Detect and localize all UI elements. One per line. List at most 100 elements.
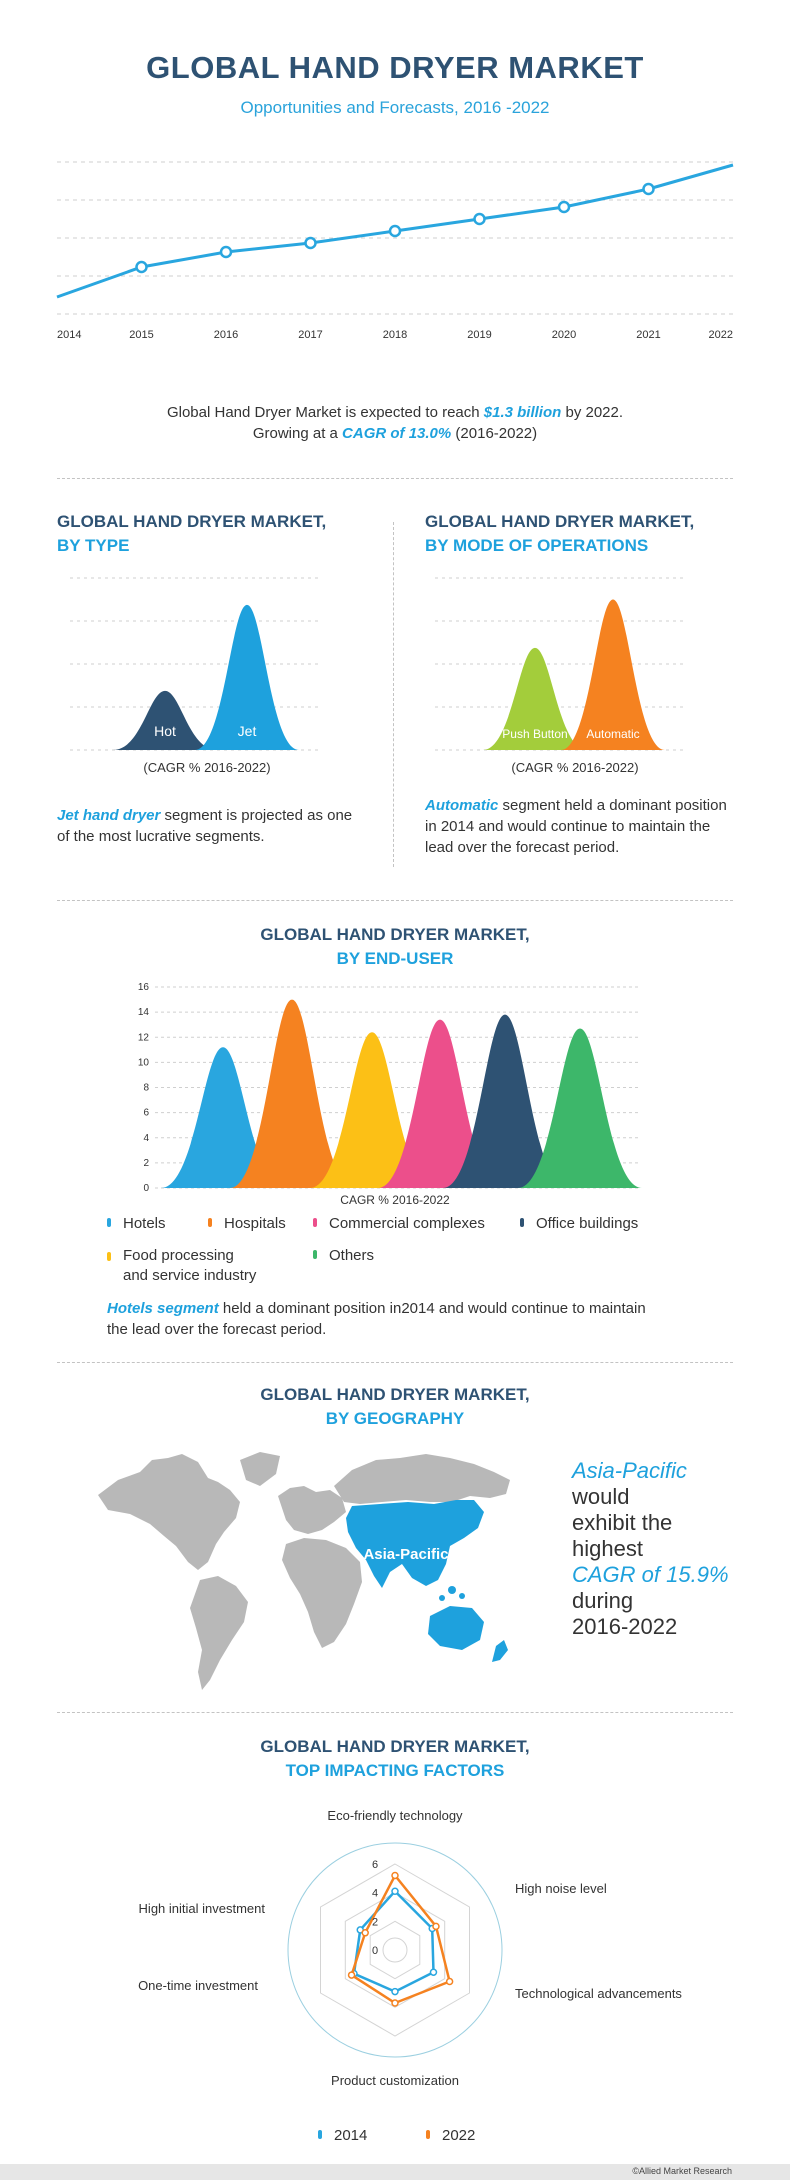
radar-axis-label: Product customization: [331, 2073, 459, 2088]
by-mode-subtitle: BY MODE OF OPERATIONS: [425, 536, 649, 555]
by-geography-title: GLOBAL HAND DRYER MARKET,: [260, 1385, 530, 1404]
legend-others: Others: [313, 1246, 374, 1266]
y-tick-label: 16: [138, 982, 150, 993]
by-end-user-title: GLOBAL HAND DRYER MARKET,: [260, 925, 530, 944]
by-mode-chart: Push Button Automatic: [435, 577, 685, 751]
x-tick-label: 2016: [214, 329, 238, 341]
map-australia: [428, 1606, 484, 1650]
radar-point: [432, 1922, 440, 1931]
map-russia: [334, 1454, 510, 1504]
by-geography-subtitle: BY GEOGRAPHY: [325, 1409, 465, 1428]
radar-point: [429, 1968, 438, 1976]
trend-point: [473, 212, 486, 226]
radar-series-2014: [352, 1889, 435, 1993]
legend-swatch: [313, 1218, 317, 1227]
by-end-user-heading: GLOBAL HAND DRYER MARKET, BY END-USER: [0, 925, 790, 969]
peak-label: Jet: [238, 723, 257, 739]
peak-hospitals: [230, 999, 354, 1188]
page-subtitle: Opportunities and Forecasts, 2016 -2022: [240, 98, 550, 117]
legend-2022: 2022: [426, 2126, 475, 2146]
legend-swatch: [208, 1218, 212, 1227]
page-title: GLOBAL HAND DRYER MARKET: [146, 50, 644, 85]
radar-point: [391, 1871, 399, 1880]
trend-point: [219, 245, 233, 259]
by-type-caption: (CAGR % 2016-2022): [143, 760, 271, 775]
radar-ring: [369, 1920, 421, 1980]
radar-outer-ring: [287, 1842, 503, 2058]
by-end-user-subtitle: BY END-USER: [336, 949, 454, 968]
radar-ring: [320, 1863, 470, 2037]
map-europe: [278, 1486, 346, 1534]
legend-swatch: [520, 1218, 524, 1227]
market-value: $1.3 billion: [483, 404, 562, 421]
y-tick-label: 12: [138, 1032, 150, 1043]
by-end-user-caption: CAGR % 2016-2022: [340, 1193, 450, 1207]
x-tick-label: 2015: [129, 329, 153, 341]
map-north-america: [98, 1454, 240, 1570]
y-tick-label: 2: [143, 1158, 149, 1169]
radar-point: [391, 1887, 399, 1895]
legend-swatch: [426, 2130, 430, 2139]
peak-push-button: [483, 647, 587, 750]
radar-point: [391, 1987, 399, 1996]
radar-axis-label: High noise level: [515, 1881, 607, 1896]
legend-hotels: Hotels: [107, 1214, 166, 1234]
by-type-title: GLOBAL HAND DRYER MARKET,: [57, 512, 327, 531]
peak-others: [518, 1028, 642, 1188]
trend-point: [557, 200, 571, 214]
legend-commercial-complexes: Commercial complexes: [313, 1214, 485, 1234]
radar-axis-label: Technological advancements: [515, 1986, 682, 2001]
factors-subtitle: TOP IMPACTING FACTORS: [285, 1761, 505, 1780]
radar-tick-label: 2: [372, 1916, 378, 1928]
legend-swatch: [313, 1250, 317, 1259]
market-summary: Global Hand Dryer Market is expected to …: [0, 402, 790, 444]
trend-point: [304, 236, 317, 250]
radar-point: [347, 1971, 356, 1979]
trend-point: [388, 224, 402, 238]
by-mode-title: GLOBAL HAND DRYER MARKET,: [425, 512, 695, 531]
footer-bar: ©Allied Market Research: [0, 2164, 790, 2180]
legend-2014: 2014: [318, 2126, 367, 2146]
x-tick-label: 2018: [383, 329, 407, 341]
peak-hot: [113, 690, 217, 750]
section-divider: [57, 478, 733, 479]
section-divider: [57, 900, 733, 901]
radar-ring: [344, 1892, 446, 2008]
trend-point: [642, 182, 655, 196]
factors-title: GLOBAL HAND DRYER MARKET,: [260, 1737, 530, 1756]
summary-line-2: Growing at a CAGR of 13.0% (2016-2022): [252, 425, 538, 442]
section-divider: [57, 1362, 733, 1363]
x-tick-label: 2020: [552, 329, 576, 341]
footer-credit: ©Allied Market Research: [632, 2166, 732, 2176]
legend-hospitals: Hospitals: [208, 1214, 286, 1234]
market-trend-line-chart: 2014 2015 2016 2017 2018 2019 2020 2021 2022: [56, 161, 734, 341]
legend-food-processing: Food processing and service industry: [107, 1246, 307, 1286]
by-mode-caption: (CAGR % 2016-2022): [511, 760, 639, 775]
peak-automatic: [561, 599, 665, 750]
peak-jet: [195, 604, 299, 750]
radar-axis-label: Eco-friendly technology: [327, 1808, 463, 1823]
x-tick-label: 2014: [57, 329, 81, 341]
by-end-user-chart: 0 2 4 6 8 10 12 14 16: [138, 982, 642, 1194]
y-tick-label: 6: [143, 1108, 149, 1119]
radar-tick-label: 6: [372, 1859, 378, 1871]
by-type-subtitle: BY TYPE: [57, 536, 130, 555]
y-tick-label: 8: [143, 1083, 149, 1094]
geography-callout: Asia-Pacific would exhibit the highest C…: [572, 1458, 729, 1639]
map-greenland: [240, 1452, 280, 1486]
section-divider: [57, 1712, 733, 1713]
peak-food: [310, 1032, 434, 1188]
radar-point: [445, 1977, 454, 1986]
y-tick-label: 4: [143, 1133, 149, 1144]
x-tick-label: 2021: [636, 329, 660, 341]
trend-point: [135, 260, 148, 274]
by-type-chart: Hot Jet: [70, 577, 320, 751]
radar-point: [361, 1929, 369, 1937]
x-tick-label: 2017: [298, 329, 322, 341]
market-cagr: CAGR of 13.0%: [342, 425, 452, 442]
map-south-america: [190, 1576, 248, 1690]
peak-label: Automatic: [586, 727, 639, 741]
summary-line-1: Global Hand Dryer Market is expected to …: [166, 404, 624, 421]
radar-point: [391, 1999, 399, 2007]
map-asia-pacific: [346, 1500, 484, 1588]
